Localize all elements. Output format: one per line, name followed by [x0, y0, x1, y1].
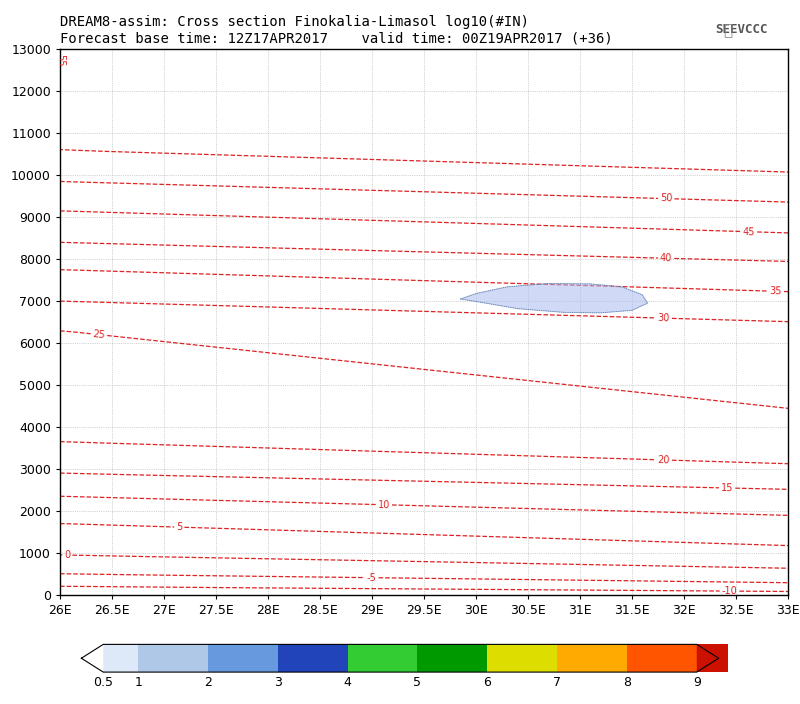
Text: 5: 5	[414, 676, 422, 689]
Bar	[557, 644, 627, 672]
Text: 40: 40	[660, 253, 673, 263]
Polygon shape	[461, 284, 648, 313]
Text: 4: 4	[344, 676, 351, 689]
Bar	[278, 644, 348, 672]
Bar	[348, 644, 418, 672]
Bar	[697, 644, 732, 672]
Text: 3: 3	[274, 676, 282, 689]
Text: 0: 0	[64, 550, 70, 560]
Text: -5: -5	[366, 572, 377, 583]
Text: SEEVCCC: SEEVCCC	[715, 23, 768, 36]
Bar	[487, 644, 557, 672]
Text: 30: 30	[658, 313, 670, 323]
Text: 8: 8	[623, 676, 631, 689]
Text: 6: 6	[483, 676, 491, 689]
Bar	[138, 644, 208, 672]
Polygon shape	[82, 644, 103, 672]
Text: 20: 20	[658, 455, 670, 465]
Text: 55: 55	[55, 54, 65, 66]
Text: 25: 25	[92, 329, 106, 340]
Bar	[627, 644, 697, 672]
Bar	[103, 644, 138, 672]
Text: 50: 50	[660, 194, 673, 203]
Text: 10: 10	[378, 500, 390, 510]
Text: 1: 1	[134, 676, 142, 689]
Polygon shape	[697, 644, 718, 672]
Text: 2: 2	[204, 676, 212, 689]
Bar	[208, 644, 278, 672]
Text: 0.5: 0.5	[94, 676, 114, 689]
Text: ⛅: ⛅	[723, 23, 732, 38]
Text: 35: 35	[770, 286, 782, 296]
Text: 45: 45	[742, 227, 755, 237]
Text: 9: 9	[693, 676, 701, 689]
Text: 7: 7	[553, 676, 561, 689]
Text: 15: 15	[721, 483, 734, 493]
Text: DREAM8-assim: Cross section Finokalia-Limasol log10(#IN)
Forecast base time: 12Z: DREAM8-assim: Cross section Finokalia-Li…	[60, 15, 613, 45]
Bar	[418, 644, 487, 672]
Text: 5: 5	[176, 522, 182, 532]
Text: -10: -10	[722, 586, 738, 596]
